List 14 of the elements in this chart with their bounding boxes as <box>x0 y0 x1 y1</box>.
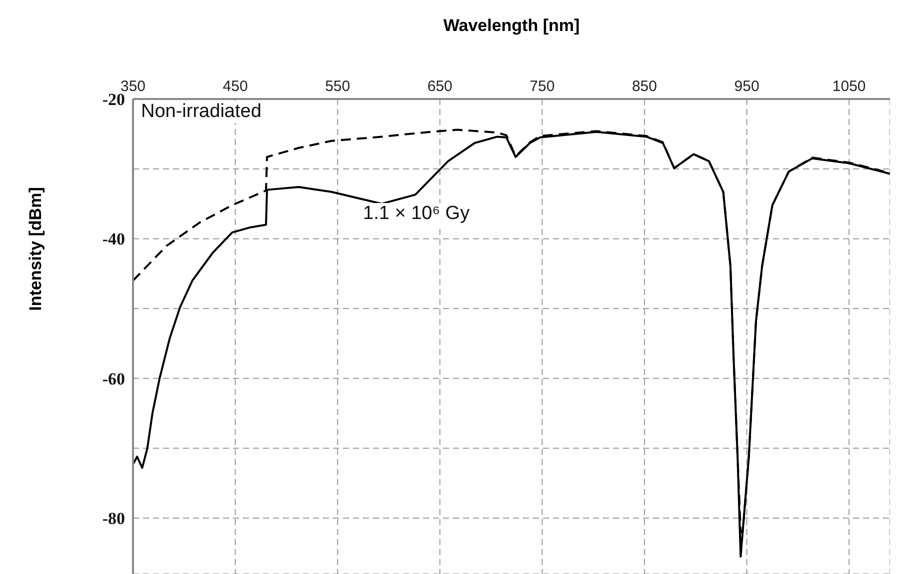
y-tick-label: -80 <box>102 509 125 528</box>
series-label: Non-irradiated <box>139 101 264 123</box>
x-tick-label: 650 <box>427 78 452 95</box>
series-label: 1.1 × 10⁶ Gy <box>361 203 472 225</box>
y-tick-label: -60 <box>102 369 125 388</box>
x-axis-title: Wavelength [nm] <box>442 16 581 36</box>
x-tick-label: 750 <box>530 78 555 95</box>
x-tick-label: 550 <box>325 78 350 95</box>
x-tick-label: 950 <box>734 78 760 95</box>
y-tick-label: -40 <box>102 230 125 249</box>
y-axis-title: Intensity [dBm] <box>26 187 46 311</box>
x-tick-label: 850 <box>632 78 657 95</box>
x-tick-label: 1050 <box>832 78 866 95</box>
x-tick-label: 450 <box>222 78 248 95</box>
